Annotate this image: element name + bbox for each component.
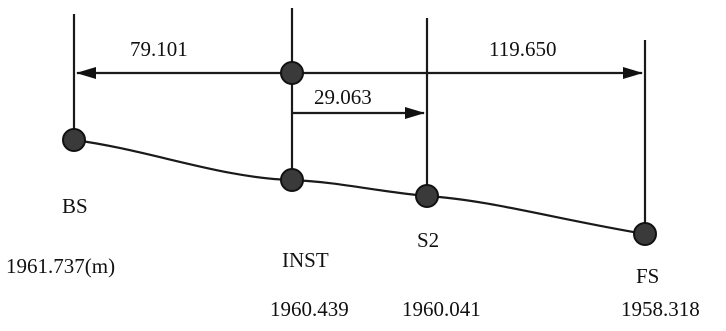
s2-station-label: S2 <box>417 228 439 252</box>
inst-elevation-label: 1960.439 <box>270 297 349 321</box>
ground-profile-curve <box>73 138 646 236</box>
s2-elevation-label: 1960.041 <box>402 297 481 321</box>
fs-node <box>633 222 657 246</box>
bs-elevation-label: 1961.737(m) <box>6 254 115 278</box>
fs-station-label: FS <box>636 264 659 288</box>
instrument-node <box>280 61 304 85</box>
bs-station-label: BS <box>62 194 88 218</box>
bs-inst-distance-label: 79.101 <box>130 37 188 61</box>
fs-elevation-label: 1958.318 <box>621 297 700 321</box>
inst-station-label: INST <box>282 248 329 272</box>
bs-node <box>62 128 86 152</box>
inst-ground-node <box>280 168 304 192</box>
inst-fs-distance-label: 119.650 <box>489 37 556 61</box>
s2-node <box>415 184 439 208</box>
inst-s2-distance-label: 29.063 <box>314 85 372 109</box>
